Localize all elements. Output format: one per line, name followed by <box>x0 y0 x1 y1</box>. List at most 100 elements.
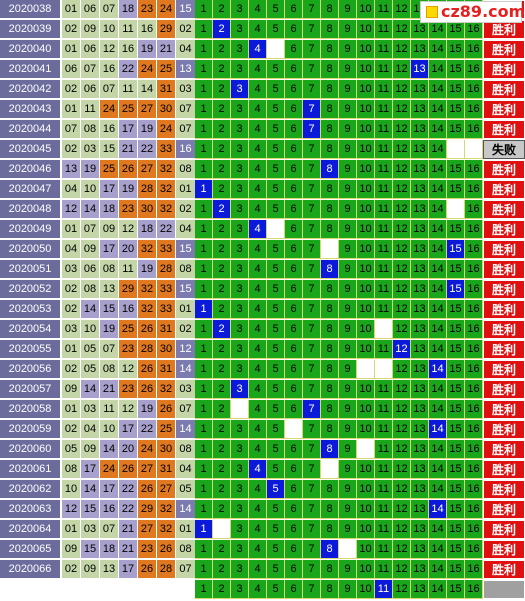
table-row: 2020045 02 03 15 21 22 33 16 1 2 3 4 5 6 7 8 9 10 11 12 13 14… <box>0 140 525 159</box>
draw-number-cell: 09 <box>62 540 81 559</box>
table-row: 2020044 07 08 16 17 19 24 07 1 2 3 4 5 6 7 8 9 10 11 12 13 14… <box>0 120 525 139</box>
trend-number-cell: 15 <box>447 540 465 559</box>
trend-number-cell: 3 <box>231 60 249 79</box>
trend-number-cell: 1 <box>195 120 213 139</box>
trend-number-cell: 6 <box>285 140 303 159</box>
trend-number-cell: 8 <box>321 20 339 39</box>
draw-number-cell: 11 <box>119 260 138 279</box>
draw-number-cell <box>100 580 119 599</box>
draw-number-cell: 01 <box>62 400 81 419</box>
trend-number-cell: 15 <box>447 340 465 359</box>
trend-number-cell: 4 <box>249 160 267 179</box>
draw-number-cell: 27 <box>138 160 157 179</box>
draw-number-cell: 32 <box>157 180 176 199</box>
trend-number-cell: 13 <box>411 120 429 139</box>
draw-number-cell: 17 <box>100 180 119 199</box>
draw-number-cell: 19 <box>138 260 157 279</box>
hit-number-cell: 4 <box>249 40 267 59</box>
logo-text: cz89.com <box>441 2 525 21</box>
trend-number-cell: 4 <box>249 300 267 319</box>
draw-number-cell: 01 <box>62 0 81 19</box>
trend-number-cell: 16 <box>465 40 483 59</box>
trend-number-cell: 14 <box>429 460 447 479</box>
trend-number-cell: 15 <box>447 500 465 519</box>
trend-number-cell <box>231 400 249 419</box>
trend-number-cell: 12 <box>393 40 411 59</box>
trend-number-cell: 16 <box>465 240 483 259</box>
draw-number-cell: 16 <box>119 300 138 319</box>
draw-number-cell: 12 <box>62 200 81 219</box>
trend-number-cell: 6 <box>285 580 303 599</box>
trend-number-cell: 1 <box>195 500 213 519</box>
trend-number-cell: 2 <box>213 40 231 59</box>
result-badge: 胜利 <box>483 360 525 379</box>
trend-number-cell: 6 <box>285 160 303 179</box>
trend-number-cell: 11 <box>375 0 393 19</box>
trend-number-cell: 8 <box>321 300 339 319</box>
trend-number-cell: 2 <box>213 300 231 319</box>
result-badge: 胜利 <box>483 240 525 259</box>
trend-number-cell: 5 <box>267 0 285 19</box>
trend-number-cell: 15 <box>447 20 465 39</box>
draw-number-cell: 23 <box>119 340 138 359</box>
trend-number-cell: 6 <box>285 40 303 59</box>
result-badge: 胜利 <box>483 440 525 459</box>
trend-number-cell: 2 <box>213 140 231 159</box>
trend-number-cell: 1 <box>195 380 213 399</box>
draw-number-cell: 14 <box>81 200 100 219</box>
trend-number-cell: 13 <box>411 180 429 199</box>
hit-number-cell: 2 <box>213 200 231 219</box>
trend-number-cell: 16 <box>465 180 483 199</box>
draw-number-cell: 04 <box>62 240 81 259</box>
site-logo[interactable]: cz89.com <box>420 1 525 23</box>
draw-number-cell: 02 <box>62 20 81 39</box>
trend-number-cell: 14 <box>429 220 447 239</box>
draw-number-cell: 17 <box>100 240 119 259</box>
trend-number-cell: 7 <box>303 540 321 559</box>
trend-number-cell: 4 <box>249 100 267 119</box>
draw-number-cell: 33 <box>157 280 176 299</box>
hit-number-cell: 12 <box>393 340 411 359</box>
table-row: 2020048 12 14 18 23 30 32 02 1 2 3 4 5 6 7 8 9 10 11 12 13 14… <box>0 200 525 219</box>
trend-number-cell: 12 <box>393 520 411 539</box>
draw-number-cell: 17 <box>100 480 119 499</box>
draw-number-cell: 03 <box>62 320 81 339</box>
trend-number-cell <box>321 240 339 259</box>
special-number-cell: 15 <box>176 240 196 259</box>
special-number-cell: 02 <box>176 200 196 219</box>
draw-number-cell: 33 <box>157 140 176 159</box>
special-number-cell: 04 <box>176 40 196 59</box>
period-cell: 2020066 <box>0 560 61 579</box>
draw-number-cell: 10 <box>100 20 119 39</box>
draw-number-cell: 20 <box>119 440 138 459</box>
period-cell: 2020047 <box>0 180 61 199</box>
trend-number-cell: 2 <box>213 160 231 179</box>
draw-number-cell: 26 <box>138 320 157 339</box>
draw-number-cell: 02 <box>62 80 81 99</box>
trend-number-cell: 3 <box>231 260 249 279</box>
draw-number-cell: 20 <box>119 240 138 259</box>
trend-number-cell: 1 <box>195 360 213 379</box>
period-cell: 2020042 <box>0 80 61 99</box>
trend-number-cell: 4 <box>249 440 267 459</box>
trend-number-cell: 3 <box>231 120 249 139</box>
trend-number-cell: 12 <box>393 60 411 79</box>
period-cell: 2020064 <box>0 520 61 539</box>
trend-number-cell: 3 <box>231 140 249 159</box>
draw-number-cell: 02 <box>62 360 81 379</box>
draw-number-cell: 10 <box>81 320 100 339</box>
trend-number-cell: 3 <box>231 580 249 599</box>
trend-number-cell: 6 <box>285 260 303 279</box>
trend-number-cell: 16 <box>465 500 483 519</box>
draw-number-cell: 27 <box>138 460 157 479</box>
trend-number-cell: 11 <box>375 380 393 399</box>
hit-number-cell: 14 <box>429 360 447 379</box>
trend-number-cell: 3 <box>231 180 249 199</box>
period-cell: 2020057 <box>0 380 61 399</box>
trend-number-cell: 9 <box>339 0 357 19</box>
trend-number-cell: 4 <box>249 80 267 99</box>
trend-number-cell: 11 <box>375 60 393 79</box>
trend-number-cell: 16 <box>465 60 483 79</box>
draw-number-cell: 24 <box>100 100 119 119</box>
trend-number-cell: 3 <box>231 20 249 39</box>
